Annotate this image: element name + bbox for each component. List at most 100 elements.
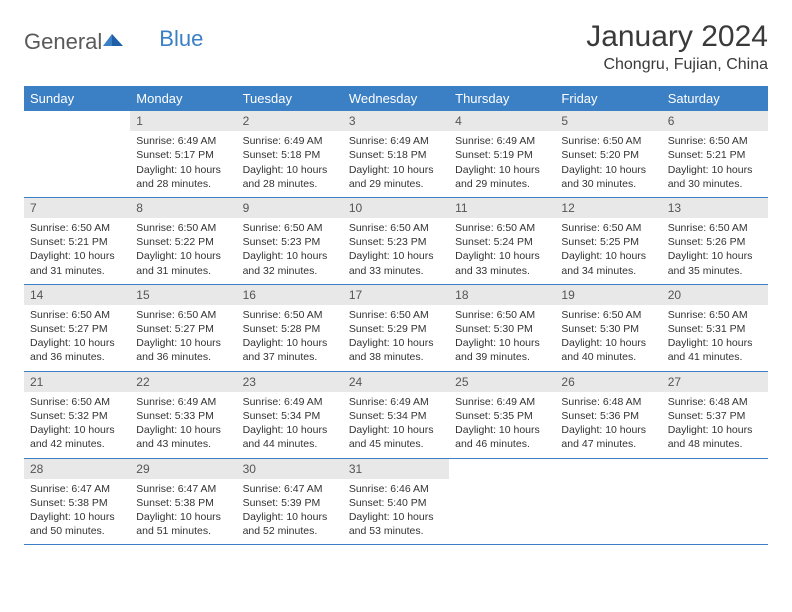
calendar-day-cell: 21Sunrise: 6:50 AMSunset: 5:32 PMDayligh… <box>24 372 130 458</box>
calendar-day-cell: 7Sunrise: 6:50 AMSunset: 5:21 PMDaylight… <box>24 198 130 284</box>
daylight-line-1: Daylight: 10 hours <box>455 336 549 350</box>
calendar-empty-cell: . <box>555 459 661 545</box>
sunrise-line: Sunrise: 6:50 AM <box>136 221 230 235</box>
calendar-week-row: 14Sunrise: 6:50 AMSunset: 5:27 PMDayligh… <box>24 285 768 372</box>
daylight-line-1: Daylight: 10 hours <box>349 249 443 263</box>
sunrise-line: Sunrise: 6:50 AM <box>561 221 655 235</box>
daylight-line-1: Daylight: 10 hours <box>668 249 762 263</box>
sunrise-line: Sunrise: 6:50 AM <box>455 221 549 235</box>
sunset-line: Sunset: 5:22 PM <box>136 235 230 249</box>
sunset-line: Sunset: 5:28 PM <box>243 322 337 336</box>
sunset-line: Sunset: 5:18 PM <box>349 148 443 162</box>
calendar-week-row: 7Sunrise: 6:50 AMSunset: 5:21 PMDaylight… <box>24 198 768 285</box>
logo-mark-icon <box>103 26 123 52</box>
day-number: 15 <box>130 285 236 305</box>
day-number: 17 <box>343 285 449 305</box>
sunset-line: Sunset: 5:35 PM <box>455 409 549 423</box>
day-number: 27 <box>662 372 768 392</box>
daylight-line-2: and 36 minutes. <box>30 350 124 364</box>
weekday-header: Friday <box>555 86 661 111</box>
daylight-line-2: and 46 minutes. <box>455 437 549 451</box>
daylight-line-2: and 51 minutes. <box>136 524 230 538</box>
day-number: 23 <box>237 372 343 392</box>
calendar-day-cell: 29Sunrise: 6:47 AMSunset: 5:38 PMDayligh… <box>130 459 236 545</box>
day-number: 28 <box>24 459 130 479</box>
day-number: 31 <box>343 459 449 479</box>
title-block: January 2024 Chongru, Fujian, China <box>586 20 768 74</box>
calendar-empty-cell: . <box>24 111 130 197</box>
daylight-line-2: and 39 minutes. <box>455 350 549 364</box>
daylight-line-1: Daylight: 10 hours <box>561 163 655 177</box>
sunset-line: Sunset: 5:26 PM <box>668 235 762 249</box>
daylight-line-1: Daylight: 10 hours <box>668 423 762 437</box>
daylight-line-1: Daylight: 10 hours <box>243 510 337 524</box>
calendar-empty-cell: . <box>662 459 768 545</box>
logo: GeneralBlue <box>24 20 203 55</box>
day-number: 13 <box>662 198 768 218</box>
sunset-line: Sunset: 5:32 PM <box>30 409 124 423</box>
sunset-line: Sunset: 5:36 PM <box>561 409 655 423</box>
daylight-line-1: Daylight: 10 hours <box>136 163 230 177</box>
daylight-line-2: and 33 minutes. <box>349 264 443 278</box>
calendar-day-cell: 5Sunrise: 6:50 AMSunset: 5:20 PMDaylight… <box>555 111 661 197</box>
daylight-line-1: Daylight: 10 hours <box>30 249 124 263</box>
sunset-line: Sunset: 5:20 PM <box>561 148 655 162</box>
sunset-line: Sunset: 5:33 PM <box>136 409 230 423</box>
calendar-day-cell: 2Sunrise: 6:49 AMSunset: 5:18 PMDaylight… <box>237 111 343 197</box>
day-number: 5 <box>555 111 661 131</box>
calendar-day-cell: 24Sunrise: 6:49 AMSunset: 5:34 PMDayligh… <box>343 372 449 458</box>
calendar-day-cell: 18Sunrise: 6:50 AMSunset: 5:30 PMDayligh… <box>449 285 555 371</box>
calendar-day-cell: 15Sunrise: 6:50 AMSunset: 5:27 PMDayligh… <box>130 285 236 371</box>
day-number: 2 <box>237 111 343 131</box>
daylight-line-2: and 29 minutes. <box>455 177 549 191</box>
day-number: 1 <box>130 111 236 131</box>
daylight-line-2: and 31 minutes. <box>30 264 124 278</box>
day-number: 8 <box>130 198 236 218</box>
weekday-header: Thursday <box>449 86 555 111</box>
daylight-line-1: Daylight: 10 hours <box>243 423 337 437</box>
calendar-day-cell: 16Sunrise: 6:50 AMSunset: 5:28 PMDayligh… <box>237 285 343 371</box>
sunrise-line: Sunrise: 6:48 AM <box>561 395 655 409</box>
day-number: 12 <box>555 198 661 218</box>
daylight-line-2: and 42 minutes. <box>30 437 124 451</box>
calendar-day-cell: 3Sunrise: 6:49 AMSunset: 5:18 PMDaylight… <box>343 111 449 197</box>
day-number: 24 <box>343 372 449 392</box>
day-number: 14 <box>24 285 130 305</box>
day-number: 26 <box>555 372 661 392</box>
logo-text-1: General <box>24 29 102 55</box>
sunrise-line: Sunrise: 6:50 AM <box>668 308 762 322</box>
daylight-line-1: Daylight: 10 hours <box>455 249 549 263</box>
daylight-line-2: and 32 minutes. <box>243 264 337 278</box>
sunrise-line: Sunrise: 6:49 AM <box>455 134 549 148</box>
day-number: 25 <box>449 372 555 392</box>
sunset-line: Sunset: 5:31 PM <box>668 322 762 336</box>
calendar-day-cell: 19Sunrise: 6:50 AMSunset: 5:30 PMDayligh… <box>555 285 661 371</box>
daylight-line-1: Daylight: 10 hours <box>30 423 124 437</box>
calendar-day-cell: 4 Sunrise: 6:49 AMSunset: 5:19 PMDaylight… <box>449 111 555 197</box>
sunrise-line: Sunrise: 6:50 AM <box>668 221 762 235</box>
sunrise-line: Sunrise: 6:50 AM <box>455 308 549 322</box>
sunset-line: Sunset: 5:30 PM <box>561 322 655 336</box>
day-number: 3 <box>343 111 449 131</box>
sunrise-line: Sunrise: 6:47 AM <box>243 482 337 496</box>
calendar-day-cell: 6Sunrise: 6:50 AMSunset: 5:21 PMDaylight… <box>662 111 768 197</box>
weekday-header: Sunday <box>24 86 130 111</box>
daylight-line-1: Daylight: 10 hours <box>243 336 337 350</box>
sunset-line: Sunset: 5:18 PM <box>243 148 337 162</box>
day-number: 4 <box>449 111 555 131</box>
daylight-line-1: Daylight: 10 hours <box>243 249 337 263</box>
sunset-line: Sunset: 5:19 PM <box>455 148 549 162</box>
daylight-line-1: Daylight: 10 hours <box>136 423 230 437</box>
daylight-line-2: and 28 minutes. <box>243 177 337 191</box>
daylight-line-2: and 36 minutes. <box>136 350 230 364</box>
day-number: 29 <box>130 459 236 479</box>
location-label: Chongru, Fujian, China <box>586 56 768 74</box>
calendar-day-cell: 10Sunrise: 6:50 AMSunset: 5:23 PMDayligh… <box>343 198 449 284</box>
day-number: 6 <box>662 111 768 131</box>
sunrise-line: Sunrise: 6:50 AM <box>30 221 124 235</box>
weekday-header: Monday <box>130 86 236 111</box>
daylight-line-2: and 29 minutes. <box>349 177 443 191</box>
daylight-line-1: Daylight: 10 hours <box>455 163 549 177</box>
sunset-line: Sunset: 5:24 PM <box>455 235 549 249</box>
daylight-line-1: Daylight: 10 hours <box>243 163 337 177</box>
